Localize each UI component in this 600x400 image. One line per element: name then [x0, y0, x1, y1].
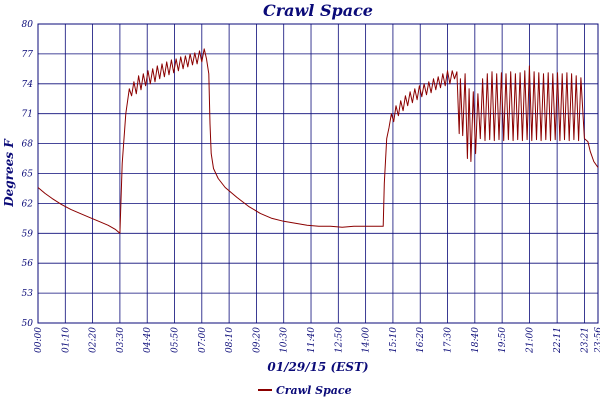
series-line-crawl-space: [37, 48, 599, 234]
y-tick-label: 56: [22, 259, 34, 269]
x-tick-label: 18:40: [471, 327, 481, 353]
x-tick-label: 08:10: [225, 327, 235, 353]
x-tick-label: 10:30: [280, 327, 290, 353]
x-tick-label: 09:20: [252, 327, 262, 353]
x-axis: 00:00 01:10 02:20 03:30 04:40 05:50 07:00 08:10…: [34, 327, 600, 354]
chart-title: Crawl Space: [263, 1, 373, 20]
legend: Crawl Space: [258, 384, 352, 397]
x-tick-label: 14:00: [362, 327, 372, 353]
x-tick-label: 07:00: [198, 327, 208, 353]
x-tick-label: 22:11: [553, 327, 563, 354]
x-tick-label: 02:20: [89, 327, 99, 353]
x-tick-label: 11:40: [307, 327, 317, 353]
y-tick-label: 74: [22, 80, 34, 90]
y-tick-label: 50: [22, 319, 34, 329]
y-axis-label: Degrees F: [2, 138, 16, 208]
plot-area: [37, 23, 599, 324]
x-tick-label: 21:00: [525, 327, 535, 354]
y-tick-label: 77: [22, 50, 34, 60]
x-tick-label: 01:10: [61, 327, 71, 353]
x-tick-label: 00:00: [34, 327, 44, 353]
x-tick-label: 19:50: [498, 327, 508, 353]
y-tick-label: 71: [22, 110, 33, 120]
x-tick-label: 03:30: [116, 327, 126, 353]
x-axis-label: 01/29/15 (EST): [267, 360, 368, 374]
x-tick-label: 05:50: [171, 327, 181, 353]
y-tick-label: 68: [22, 140, 34, 150]
x-tick-label: 17:30: [444, 327, 454, 353]
y-tick-label: 62: [22, 199, 34, 209]
x-tick-label: 23:56: [594, 327, 600, 354]
y-axis: 50 53 56 59 62 65 68 71 74 77 80: [22, 20, 34, 329]
x-tick-label: 23:21: [580, 327, 590, 354]
y-tick-label: 65: [22, 170, 34, 180]
x-tick-label: 12:50: [334, 327, 344, 353]
x-tick-label: 04:40: [143, 327, 153, 353]
y-tick-label: 53: [22, 289, 34, 299]
legend-label: Crawl Space: [276, 384, 352, 397]
x-tick-label: 15:10: [389, 327, 399, 353]
x-tick-label: 16:20: [416, 327, 426, 353]
y-tick-label: 59: [22, 229, 34, 239]
y-tick-label: 80: [22, 20, 34, 30]
